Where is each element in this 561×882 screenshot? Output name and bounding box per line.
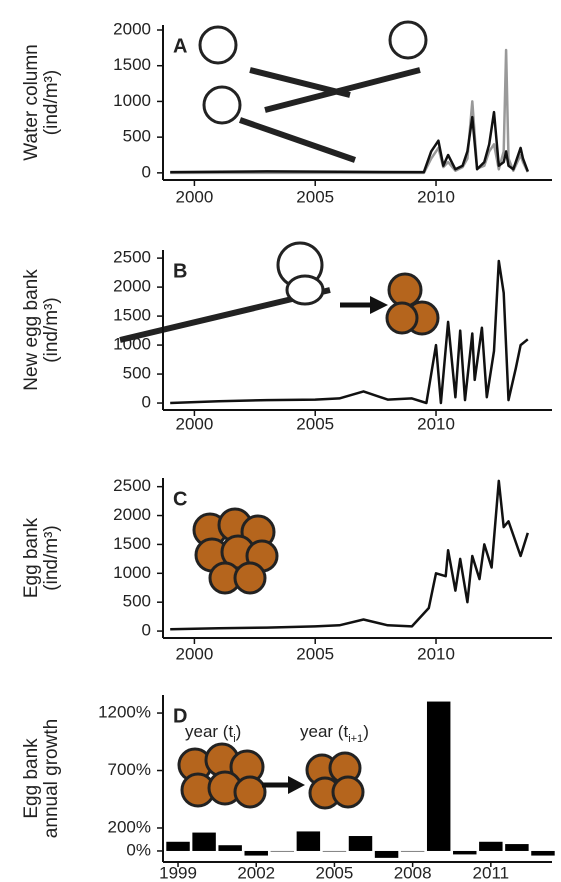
line-series — [170, 110, 529, 174]
panel-letter: B — [173, 260, 187, 282]
y-tick-label: 0 — [142, 162, 151, 181]
y-tick-label: 500 — [123, 364, 151, 383]
egg-cluster-d1 — [177, 742, 267, 809]
arrow-head — [370, 296, 388, 314]
y-tick-label: 1500 — [113, 55, 151, 74]
bar — [479, 841, 503, 851]
bar — [426, 701, 451, 851]
x-tick-label: 2000 — [175, 187, 213, 206]
y-tick-label: 2000 — [113, 277, 151, 296]
line-series — [170, 479, 529, 631]
y-tick-label: 1500 — [113, 306, 151, 325]
x-tick-label: 2008 — [394, 863, 432, 882]
y-axis-label: annual growth — [41, 719, 62, 838]
egg-cluster-d2 — [305, 751, 365, 810]
x-tick-label: 2011 — [473, 863, 510, 882]
y-tick-label: 500 — [123, 592, 151, 611]
y-tick-label: 0% — [126, 840, 151, 859]
daphnia-b — [119, 241, 331, 343]
y-tick-label: 1200% — [98, 703, 151, 722]
y-tick-label: 2500 — [113, 476, 151, 495]
x-tick-label: 1999 — [159, 863, 197, 882]
y-axis-label: (ind/m³) — [41, 297, 62, 362]
annotation-sub: i+1 — [348, 733, 363, 745]
y-tick-label: 700% — [108, 760, 151, 779]
y-axis-label: Water column — [21, 44, 42, 161]
panel-letter: A — [173, 35, 187, 57]
x-tick-label: 2000 — [175, 644, 213, 663]
y-tick-label: 2000 — [113, 505, 151, 524]
bar — [374, 850, 399, 858]
y-tick-label: 0 — [142, 621, 151, 640]
bar — [531, 850, 555, 856]
annotation-end: ) — [236, 722, 242, 741]
y-axis-label: New egg bank — [21, 269, 42, 391]
annotation-text: year (t — [300, 722, 348, 741]
annotation: year (ti) — [185, 722, 241, 744]
y-tick-label: 1500 — [113, 534, 151, 553]
y-tick-label: 0 — [142, 393, 151, 412]
bar — [270, 850, 295, 852]
bar — [192, 832, 216, 851]
x-tick-label: 2005 — [296, 187, 334, 206]
daphnia-a — [198, 20, 428, 163]
bar — [296, 831, 321, 851]
x-tick-label: 2010 — [417, 414, 455, 433]
bar — [244, 850, 268, 856]
annotation-end: ) — [363, 722, 369, 741]
y-tick-label: 200% — [108, 817, 151, 836]
y-axis-label: Egg bank — [21, 517, 42, 598]
panel-letter: C — [173, 488, 187, 510]
y-tick-label: 500 — [123, 127, 151, 146]
bar — [322, 850, 347, 852]
x-tick-label: 2010 — [417, 187, 455, 206]
egg-cluster-b — [385, 272, 440, 336]
y-tick-label: 1000 — [113, 91, 151, 110]
x-tick-label: 2005 — [296, 644, 334, 663]
panel-letter: D — [173, 705, 187, 727]
y-tick-label: 2500 — [113, 248, 151, 267]
x-tick-label: 2010 — [417, 644, 455, 663]
bar — [453, 850, 477, 855]
y-tick-label: 2000 — [113, 19, 151, 38]
y-tick-label: 1000 — [113, 335, 151, 354]
line-series — [170, 48, 529, 175]
annotation: year (ti+1) — [300, 722, 369, 744]
egg-cluster-c — [192, 507, 279, 595]
bar — [505, 844, 529, 851]
x-tick-label: 2005 — [296, 414, 334, 433]
y-axis-label: (ind/m³) — [41, 70, 62, 135]
y-tick-label: 1000 — [113, 563, 151, 582]
x-tick-label: 2005 — [316, 863, 354, 882]
arrow-head — [288, 776, 305, 794]
bar — [348, 836, 373, 851]
y-axis-label: (ind/m³) — [41, 525, 62, 590]
x-tick-label: 2000 — [175, 414, 213, 433]
line-series — [170, 259, 529, 405]
annotation-text: year (t — [185, 722, 233, 741]
y-axis-label: Egg bank — [21, 738, 42, 819]
annotation-sub: i — [233, 733, 235, 745]
bar — [218, 845, 242, 851]
x-tick-label: 2002 — [237, 863, 275, 882]
bar — [166, 841, 190, 851]
bar — [400, 850, 425, 852]
